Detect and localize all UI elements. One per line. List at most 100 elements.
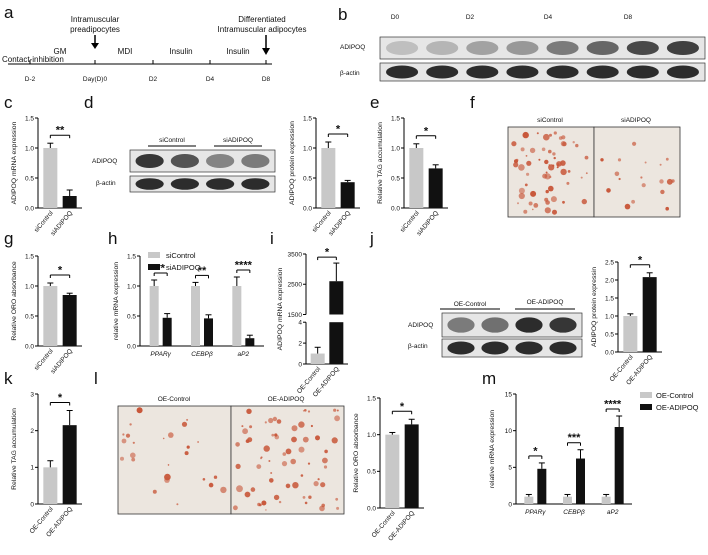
y-tick-label: 0.0 [25,205,34,212]
preadipocyte-label-2: preadipocytes [70,25,120,34]
lipid-droplet [331,437,338,444]
lipid-droplet [256,464,262,469]
lipid-droplet [523,209,528,214]
significance-label: * [424,125,429,137]
y-tick-label: 0.5 [367,469,376,476]
blot-j: OE-Control OE-ADIPOQ ADIPOQ β-actin [408,299,583,358]
blot-band [506,40,539,56]
lipid-droplet [584,155,589,160]
y-tick-label: 10 [505,428,513,435]
lipid-droplet [130,452,136,459]
blot-row-label: ADIPOQ [92,158,117,165]
lipid-droplet [162,437,165,440]
lipid-droplet [560,141,567,147]
differentiated-label: Differentiated [238,15,285,24]
blot-band [426,40,459,56]
lipid-droplet [276,419,282,424]
bar [43,467,58,504]
lipid-droplet [270,472,273,474]
blot-column-label: OE-ADIPOQ [527,299,564,306]
x-tick-label: CEBPβ [563,509,585,516]
lipid-droplet [543,133,550,141]
panel-letter-i: i [270,229,274,248]
lipid-droplet [308,495,312,499]
stage-label: Insulin [226,47,249,56]
bar [245,338,255,346]
y-axis-label: Relative ORO absorbance [11,261,18,341]
blot-band [466,65,499,79]
lipid-droplet [136,407,143,414]
blot-bands [386,40,699,79]
bar [43,286,58,346]
lipid-droplet [291,436,297,443]
y-tick-label: 1.0 [25,145,34,152]
significance-label: * [325,247,330,259]
stain-label: siADIPOQ [621,117,651,124]
timeline-day: D8 [262,76,271,83]
lipid-droplet [528,201,533,206]
significance-label: * [638,254,643,266]
blot-band [447,317,475,333]
lipid-droplet [333,408,337,412]
lipid-droplet [659,163,662,166]
lipid-droplet [575,143,579,148]
blot-bands [447,317,577,355]
blot-row-label: ADIPOQ [340,44,365,51]
lipid-droplet [285,483,291,489]
y-tick-label: 0.0 [367,505,376,512]
legend-entry: OE-Control [656,391,694,400]
lipid-droplet [313,481,319,487]
lipid-droplet [302,496,306,499]
blot-band [170,153,199,169]
bar [404,424,419,508]
y-tick-label: 2500 [288,282,303,289]
bar [321,148,336,208]
panel-letter-f: f [470,93,475,112]
bar [62,425,77,504]
lipid-droplet [247,437,253,443]
arrow-down-icon [262,48,270,55]
lipid-droplet [235,463,241,469]
blot-band [549,317,577,333]
significance-label: ** [56,125,65,137]
blot-band [515,317,543,333]
bar [537,468,547,504]
bar [329,322,344,364]
y-tick-label: 2.0 [605,277,614,284]
lipid-droplet [665,206,669,211]
blot-band [135,178,164,190]
lipid-droplet [324,449,328,454]
lipid-droplet [241,425,244,428]
blot-band [481,341,509,355]
blot-band [170,178,199,190]
blot-band [386,40,419,56]
significance-label: * [400,401,405,413]
stain-label: siControl [537,117,563,124]
arrow-down-icon [91,43,99,49]
y-tick-label: 0.5 [391,175,400,182]
contact-inhibition-label: Contact-inhibition [2,55,64,64]
lipid-droplet [562,200,565,204]
y-axis-label: Relative ORO absorbance [353,413,360,493]
timeline-day: D4 [206,76,215,83]
lipid-droplet [545,200,550,205]
lipid-droplet [236,485,243,493]
lipid-droplet [129,423,132,426]
lipid-droplet [520,147,525,152]
lipid-droplet [581,198,587,205]
lipid-droplet [257,502,261,507]
y-tick-label: 3 [30,391,34,398]
lipid-droplet [271,433,275,437]
lipid-droplet [614,171,620,177]
blot-band [546,65,579,79]
lipid-droplet [290,458,297,465]
y-tick-label: 1.5 [127,253,136,260]
bar [601,496,611,504]
chart-j: 0.0 0.5 1.0 1.5 2.0 2.5 ADIPOQ protein express… [591,254,662,387]
lipid-droplet [553,131,557,135]
lipid-droplet [517,202,519,205]
lipid-droplet [544,207,551,214]
lipid-droplet [518,192,525,200]
lipid-droplet [186,445,190,449]
